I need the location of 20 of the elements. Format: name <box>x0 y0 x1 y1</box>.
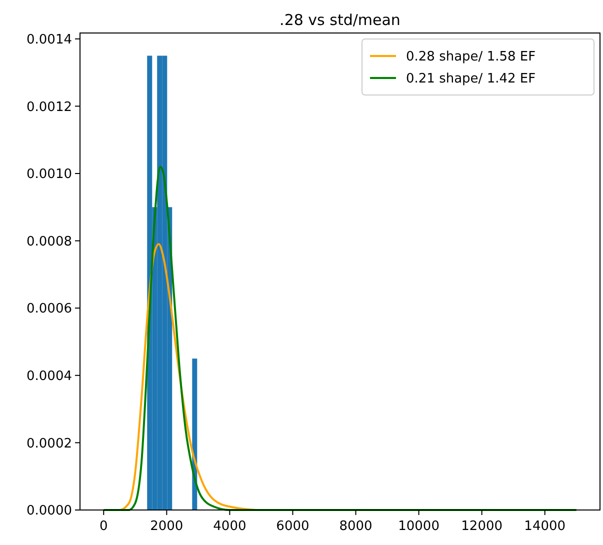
line-series <box>102 166 578 511</box>
x-tick-label: 10000 <box>398 519 440 534</box>
chart-title: .28 vs std/mean <box>280 11 400 29</box>
legend-label: 0.28 shape/ 1.58 EF <box>406 50 536 65</box>
x-tick-label: 12000 <box>461 519 502 534</box>
x-tick-label: 14000 <box>524 519 566 534</box>
legend-label: 0.21 shape/ 1.42 EF <box>406 72 536 87</box>
y-tick-label: 0.0008 <box>26 234 72 250</box>
y-tick-label: 0.0004 <box>26 368 72 384</box>
y-tick-label: 0.0014 <box>26 32 72 48</box>
x-tick-label: 2000 <box>150 519 184 534</box>
y-tick-label: 0.0000 <box>26 504 72 519</box>
x-tick-label: 6000 <box>276 519 310 534</box>
y-tick-label: 0.0012 <box>26 100 72 115</box>
x-tick-label: 4000 <box>213 519 246 534</box>
x-tick-label: 0 <box>99 519 108 534</box>
y-tick-label: 0.0006 <box>26 302 72 317</box>
x-tick-label: 8000 <box>339 519 372 534</box>
y-tick-label: 0.0010 <box>26 167 72 182</box>
y-tick-label: 0.0002 <box>26 436 72 452</box>
